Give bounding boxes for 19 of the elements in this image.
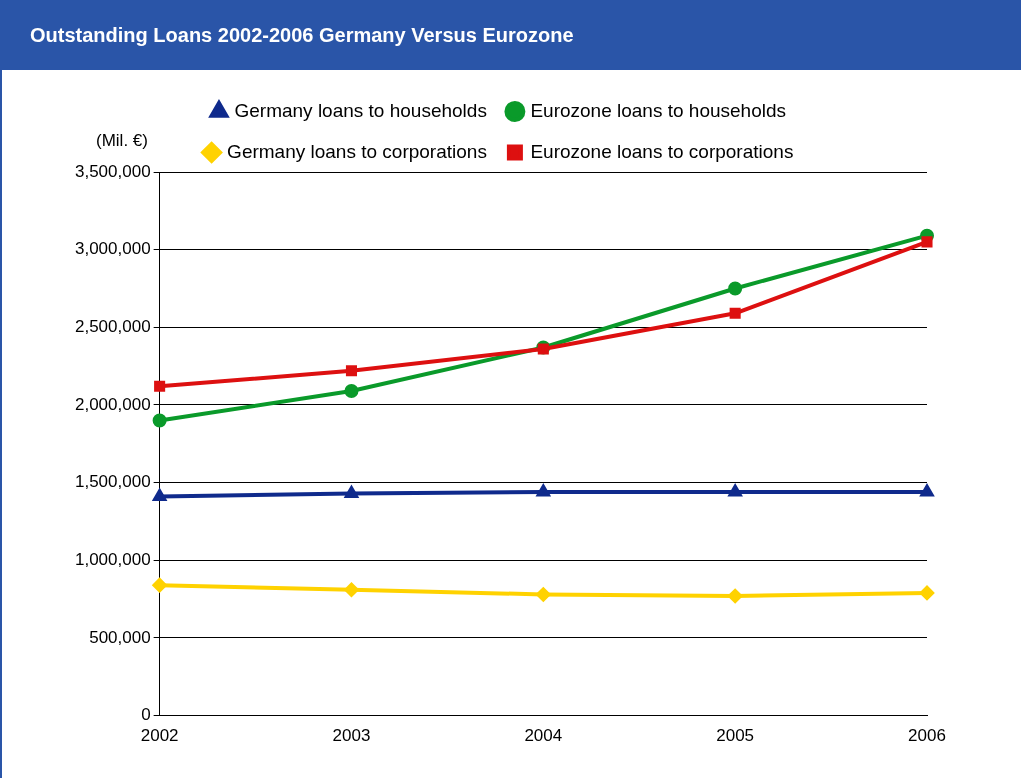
x-tick-label: 2006 xyxy=(908,726,946,746)
y-tick-label: 2,500,000 xyxy=(74,317,151,336)
legend-label: Eurozone loans to households xyxy=(530,99,787,121)
y-tick-label: 1,500,000 xyxy=(74,472,151,492)
legend-label: Eurozone loans to corporations xyxy=(530,140,794,162)
x-tick-label: 2003 xyxy=(332,726,371,746)
y-tick-label: 2,000,000 xyxy=(74,394,151,414)
x-tick-label: 2002 xyxy=(140,726,179,746)
y-tick-label: 3,500,000 xyxy=(74,161,151,181)
y-tick-label: 0 xyxy=(141,705,151,725)
y-tick-label: 1,000,000 xyxy=(74,549,151,569)
x-tick-label: 2004 xyxy=(524,726,563,746)
y-tick-label: 3,000,000 xyxy=(74,239,151,259)
legend-label: Germany loans to corporations xyxy=(227,140,487,162)
y-axis-title: (Mil. €) xyxy=(96,131,148,151)
x-tick-label: 2005 xyxy=(716,726,755,746)
y-tick-label: 500,000 xyxy=(89,627,151,647)
legend-label: Germany loans to households xyxy=(234,99,487,121)
chart-title: Outstanding Loans 2002-2006 Germany Versus Eurozone xyxy=(0,0,1021,70)
